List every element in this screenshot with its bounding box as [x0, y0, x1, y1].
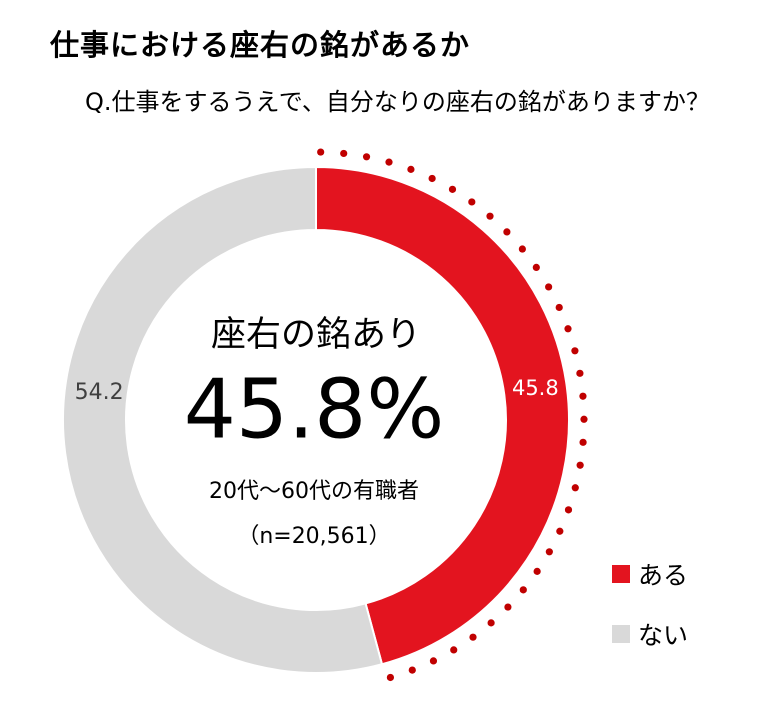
highlight-dot — [555, 303, 563, 312]
legend-item-no: ない — [612, 616, 688, 652]
highlight-dot — [428, 174, 436, 183]
legend-swatch-no — [612, 625, 630, 643]
highlight-dot — [580, 415, 588, 423]
highlight-dot — [362, 153, 371, 161]
highlight-dot — [571, 347, 579, 355]
legend-label-yes: ある — [638, 561, 689, 590]
donut-slice-yes — [315, 165, 571, 666]
highlight-dot — [450, 646, 458, 654]
highlight-dot — [532, 263, 540, 272]
highlight-dot — [579, 392, 587, 400]
legend-label-no: ない — [638, 621, 689, 650]
highlight-dot — [386, 673, 395, 682]
highlight-dot — [545, 283, 553, 291]
highlight-dot — [317, 148, 325, 156]
highlight-dot — [571, 484, 579, 492]
legend-swatch-yes — [612, 565, 630, 583]
highlight-dot — [576, 461, 584, 469]
donut-slice-no — [62, 165, 384, 674]
highlight-dot — [486, 212, 494, 220]
highlight-dot — [518, 245, 526, 253]
highlight-dot — [533, 567, 541, 575]
highlight-dot — [519, 586, 527, 594]
highlight-dot — [469, 633, 477, 641]
highlight-dot — [340, 149, 348, 158]
highlight-dot — [448, 185, 457, 193]
legend-item-yes: ある — [612, 556, 688, 592]
highlight-dot — [468, 198, 476, 206]
highlight-dots — [317, 148, 588, 682]
center-sample: （n=20,561） — [237, 524, 390, 549]
center-population: 20代～60代の有職者 — [209, 479, 419, 504]
highlight-dot — [556, 527, 564, 535]
highlight-dot — [487, 619, 495, 627]
data-label-no: 54.2 — [75, 380, 124, 405]
highlight-dot — [564, 325, 572, 333]
chart-title: 仕事における座右の銘があるか — [50, 28, 471, 62]
highlight-dot — [579, 438, 587, 446]
question-text: Q.仕事をするうえで、自分なりの座右の銘がありますか？ — [85, 88, 710, 116]
highlight-dot — [429, 657, 438, 665]
center-value: 45.8% — [184, 362, 445, 457]
center-label: 座右の銘あり — [211, 315, 421, 355]
highlight-dot — [503, 228, 511, 236]
highlight-dot — [407, 165, 415, 173]
donut-slices — [62, 165, 571, 674]
data-label-yes: 45.8 — [512, 376, 559, 400]
highlight-dot — [545, 548, 553, 556]
highlight-dot — [564, 506, 573, 514]
highlight-dot — [576, 369, 584, 377]
highlight-dot — [385, 158, 393, 166]
highlight-dot — [408, 666, 416, 674]
highlight-dot — [504, 603, 512, 611]
